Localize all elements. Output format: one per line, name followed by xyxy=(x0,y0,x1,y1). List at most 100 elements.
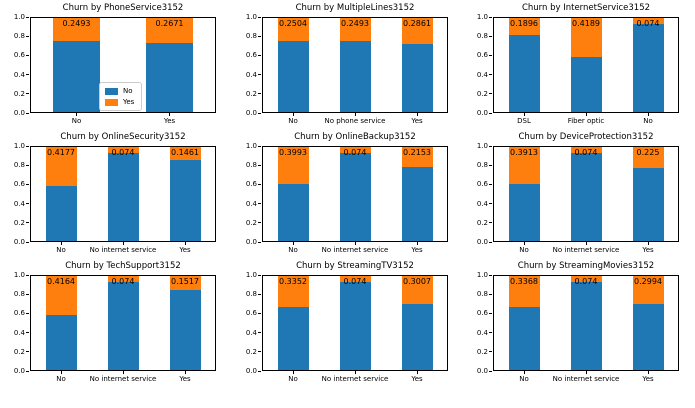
x-tick-label: No xyxy=(288,246,298,254)
y-tick-mark xyxy=(489,164,492,166)
y-tick-mark xyxy=(489,312,492,314)
bar-value-label: 0.074 xyxy=(343,277,367,286)
x-tick-label: No xyxy=(56,375,66,383)
y-tick-mark xyxy=(26,241,29,243)
y-tick-label: 0.0 xyxy=(13,238,25,246)
y-tick-label: 0.8 xyxy=(13,290,25,299)
y-tick-label: 1.0 xyxy=(13,271,25,279)
bar-segment-no xyxy=(570,153,602,242)
y-tick-label: 0.0 xyxy=(476,238,488,246)
y-tick-mark xyxy=(489,351,492,353)
bar-segment-no xyxy=(632,303,664,371)
y-tick-mark xyxy=(26,164,29,166)
y-tick-label: 0.6 xyxy=(13,180,25,189)
y-tick-label: 0.2 xyxy=(245,218,257,227)
x-tick-mark xyxy=(354,242,356,245)
bar-value-label: 0.074 xyxy=(111,148,135,157)
subplot-5: Churn by OnlineBackup3152 1.0 0.8 0.6 0.4 0.2… xyxy=(246,132,448,254)
y-tick-label: 0.0 xyxy=(245,109,257,117)
x-tick-mark xyxy=(523,242,525,245)
bar-value-label: 0.4177 xyxy=(47,148,75,157)
y-tick-mark xyxy=(489,293,492,295)
y-tick-label: 0.4 xyxy=(13,328,25,337)
subplot-title: Churn by StreamingTV3152 xyxy=(296,261,414,271)
x-tick-mark xyxy=(523,371,525,374)
bar-value-label: 0.074 xyxy=(574,148,598,157)
subplot-title: Churn by OnlineSecurity3152 xyxy=(60,132,186,142)
bar-segment-no xyxy=(570,57,602,113)
legend-item: Yes xyxy=(105,98,134,106)
x-tick-label: Fiber optic xyxy=(567,117,605,125)
bar-segment-yes xyxy=(401,17,433,45)
bar-segment-yes xyxy=(45,146,77,187)
bar-segment-no xyxy=(107,282,139,371)
bar-segment-yes xyxy=(632,17,664,25)
bar-segment-yes xyxy=(570,275,602,283)
y-tick-mark xyxy=(26,35,29,37)
y-tick-label: 0.0 xyxy=(476,367,488,375)
y-tick-mark xyxy=(489,222,492,224)
y-tick-label: 1.0 xyxy=(13,142,25,150)
bar-segment-yes xyxy=(107,146,139,154)
bar-segment-yes xyxy=(401,275,433,304)
x-tick-label: No internet service xyxy=(321,375,389,383)
y-tick-label: 0.4 xyxy=(245,199,257,208)
bar-value-label: 0.3368 xyxy=(510,277,538,286)
subplot-title: Churn by DeviceProtection3152 xyxy=(518,132,654,142)
bar-segment-yes xyxy=(45,275,77,315)
y-tick-mark xyxy=(258,275,261,276)
y-tick-mark xyxy=(26,222,29,224)
y-tick-label: 0.4 xyxy=(476,199,488,208)
x-tick-label: DSL xyxy=(517,117,531,125)
bar-segment-no xyxy=(632,24,664,113)
bar-segment-yes xyxy=(169,275,201,290)
bar-segment-no xyxy=(632,167,664,242)
x-tick-label: No internet service xyxy=(552,246,620,254)
bar-value-label: 0.3993 xyxy=(279,148,307,157)
bar-value-label: 0.074 xyxy=(574,277,598,286)
bar-segment-no xyxy=(401,44,433,113)
bar-segment-no xyxy=(146,42,193,113)
y-tick-mark xyxy=(258,164,261,166)
bar-segment-yes xyxy=(632,146,664,168)
y-tick-mark xyxy=(258,293,261,295)
bar-segment-yes xyxy=(277,146,309,185)
y-tick-label: 0.6 xyxy=(245,309,257,318)
subplot-6: Churn by DeviceProtection3152 1.0 0.8 0.6 0.… xyxy=(477,132,679,254)
y-tick-label: 1.0 xyxy=(245,271,257,279)
x-tick-label: Yes xyxy=(411,246,423,254)
x-tick-mark xyxy=(647,113,649,116)
y-tick-mark xyxy=(258,312,261,314)
x-tick-label: No phone service xyxy=(324,117,386,125)
bar-segment-no xyxy=(401,303,433,371)
bar-value-label: 0.2493 xyxy=(341,19,369,28)
x-tick-mark xyxy=(585,113,587,116)
x-tick-label: No xyxy=(288,117,298,125)
y-tick-mark xyxy=(258,183,261,185)
bar-value-label: 0.2493 xyxy=(62,19,91,28)
y-tick-label: 0.4 xyxy=(245,70,257,79)
y-tick-label: 0.2 xyxy=(476,89,488,98)
bar-segment-no xyxy=(169,160,201,242)
subplot-4: Churn by OnlineSecurity3152 1.0 0.8 0.6 0.4 0… xyxy=(14,132,216,254)
x-tick-mark xyxy=(60,371,62,374)
x-tick-label: Yes xyxy=(411,117,423,125)
y-tick-mark xyxy=(258,351,261,353)
x-tick-mark xyxy=(169,113,170,116)
bar-value-label: 0.3913 xyxy=(510,148,538,157)
y-tick-label: 0.4 xyxy=(13,199,25,208)
bar-value-label: 0.2153 xyxy=(403,148,431,157)
y-tick-mark xyxy=(258,332,261,334)
y-tick-mark xyxy=(489,146,492,147)
y-tick-mark xyxy=(258,93,261,95)
y-tick-mark xyxy=(258,222,261,224)
bar-value-label: 0.2861 xyxy=(403,19,431,28)
bar-segment-yes xyxy=(339,17,371,41)
legend: No Yes xyxy=(99,82,143,111)
x-tick-mark xyxy=(354,371,356,374)
bar-value-label: 0.1896 xyxy=(510,19,538,28)
y-tick-label: 0.2 xyxy=(476,347,488,356)
y-tick-mark xyxy=(26,351,29,353)
y-tick-label: 0.6 xyxy=(245,180,257,189)
bar-segment-yes xyxy=(339,146,371,154)
